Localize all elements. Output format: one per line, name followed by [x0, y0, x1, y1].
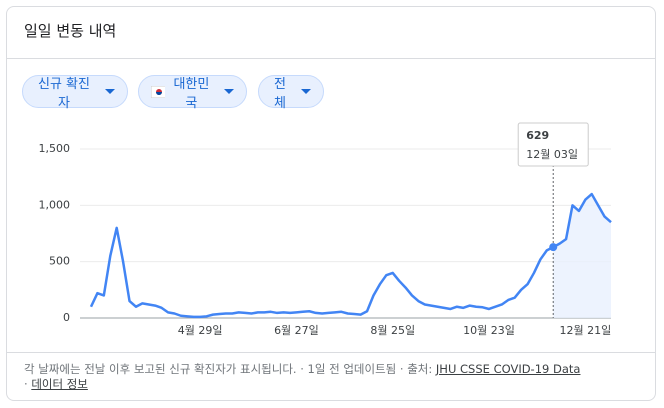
note: 각 날짜에는 전날 이후 보고된 신규 확진자가 표시됩니다. · 1일 전 업… [24, 362, 433, 376]
chip[interactable]: 대한민국 [138, 75, 247, 111]
arrow [224, 89, 234, 94]
card [6, 6, 656, 401]
divider [6, 58, 656, 59]
y-tick-label: 500 [49, 255, 70, 268]
x-tick-label: 6월 27일 [274, 323, 319, 337]
footer: 각 날짜에는 전날 이후 보고된 신규 확진자가 표시됩니다. · 1일 전 업… [24, 362, 644, 392]
arrow [301, 89, 311, 94]
area [553, 194, 611, 318]
title: 일일 변동 내역 [24, 22, 117, 40]
tooltip-value: 629 [526, 129, 549, 142]
source-link[interactable]: JHU CSSE COVID-19 Data [435, 362, 581, 376]
tooltip-date: 12월 03일 [526, 147, 578, 161]
divider [6, 352, 656, 353]
line [89, 192, 612, 319]
info-link[interactable]: 데이터 정보 [31, 377, 88, 391]
chip[interactable]: 신규 확진자 [22, 75, 128, 111]
chip[interactable]: 전체 [258, 75, 324, 111]
point [549, 243, 558, 252]
x-tick-label: 4월 29일 [178, 323, 223, 337]
chart: 0 500 1,000 1,500 4월 29일 6월 27일 8월 25일 10월 23일 1… [39, 122, 612, 337]
flag [151, 85, 165, 98]
tooltip [517, 122, 589, 167]
chip-label: 대한민국 [173, 76, 210, 111]
x-tick-label: 12월 21일 [559, 323, 611, 337]
arrow [105, 89, 115, 94]
y-tick-label: 0 [63, 311, 70, 324]
x-tick-label: 10월 23일 [463, 323, 515, 337]
y-tick-label: 1,500 [39, 142, 71, 155]
x-tick-label: 8월 25일 [370, 323, 415, 337]
chip-label: 신규 확진자 [38, 76, 90, 111]
chip-label: 전체 [274, 76, 286, 111]
separator: · [24, 377, 28, 391]
y-tick-label: 1,000 [39, 198, 71, 211]
